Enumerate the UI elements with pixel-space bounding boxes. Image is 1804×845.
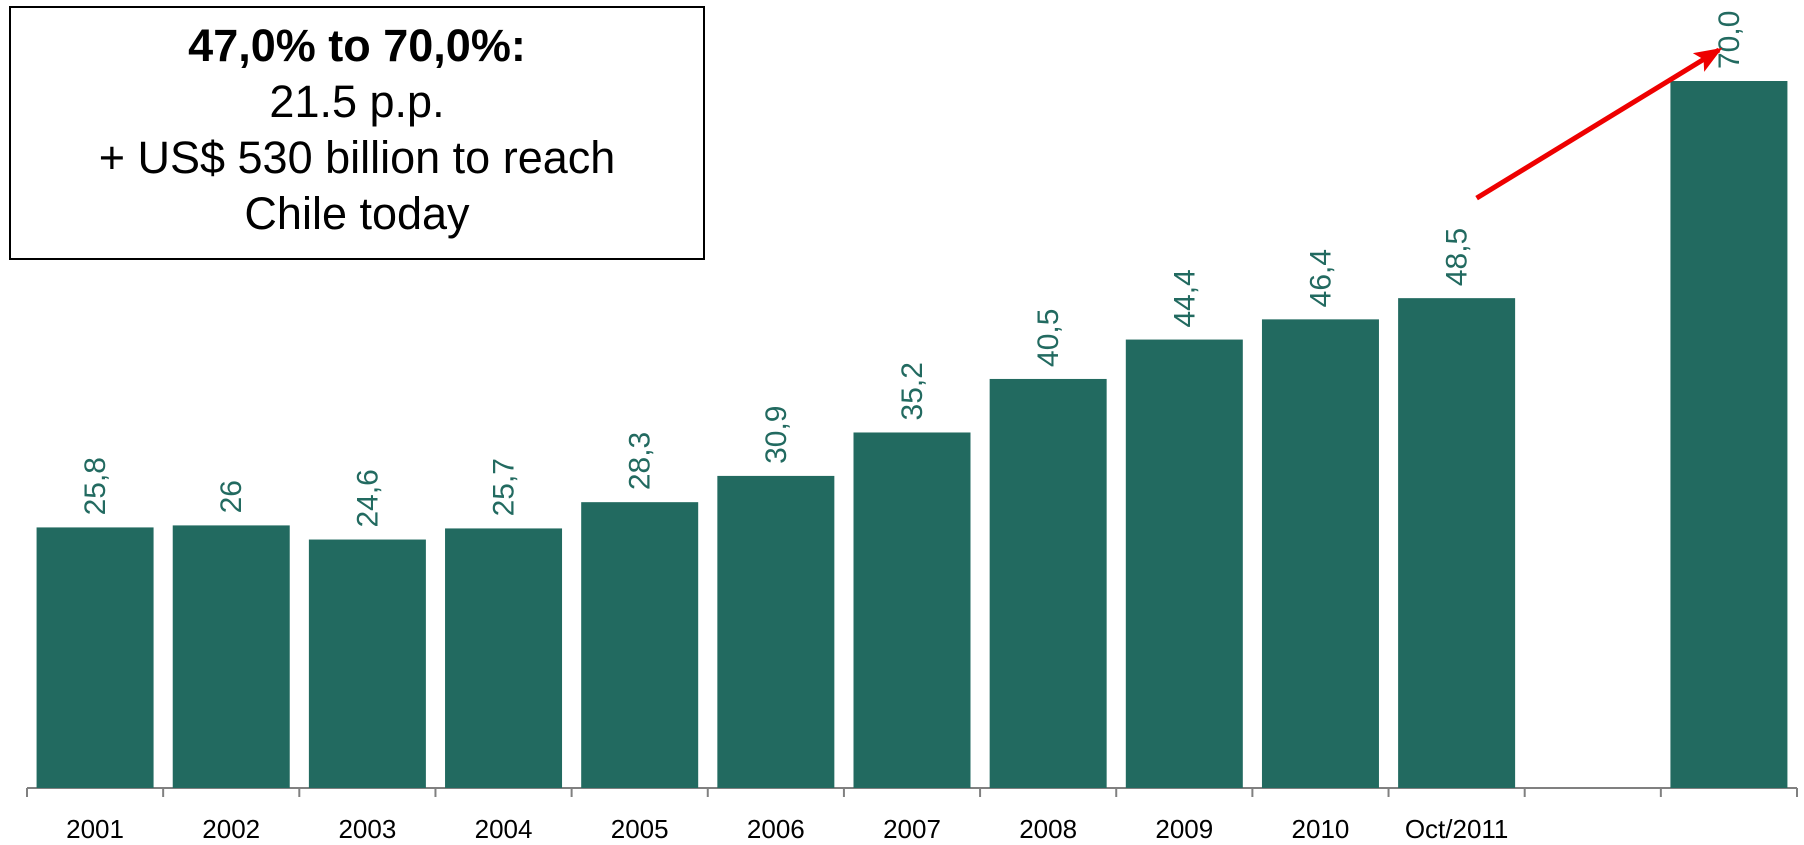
x-tick-label: 2001 — [66, 814, 124, 844]
bar — [1125, 339, 1243, 788]
callout-headline: 47,0% to 70,0%: — [188, 20, 526, 71]
callout-line-4: Chile today — [244, 188, 470, 239]
bar — [1398, 298, 1516, 788]
data-label: 26 — [215, 480, 248, 513]
x-tick-label: 2003 — [338, 814, 396, 844]
x-tick-label: 2009 — [1155, 814, 1213, 844]
bar — [308, 539, 426, 788]
data-label: 46,4 — [1304, 249, 1337, 307]
x-tick-label: 2010 — [1292, 814, 1350, 844]
x-tick-label: 2005 — [611, 814, 669, 844]
callout-box: 47,0% to 70,0%: 21.5 p.p. + US$ 530 bill… — [9, 6, 705, 260]
callout-line-3: + US$ 530 billion to reach — [98, 132, 616, 183]
bar — [1261, 319, 1379, 788]
data-label: 30,9 — [760, 406, 793, 464]
data-label: 44,4 — [1168, 269, 1201, 327]
x-tick-label: Oct/2011 — [1405, 814, 1509, 844]
bar — [717, 475, 835, 788]
x-tick-label: 2006 — [747, 814, 805, 844]
data-label: 48,5 — [1441, 228, 1474, 286]
x-tick-label: 2002 — [202, 814, 260, 844]
data-label: 70,0 — [1713, 11, 1746, 69]
data-label: 35,2 — [896, 362, 929, 420]
x-tick-label: 2008 — [1019, 814, 1077, 844]
bar — [1670, 81, 1788, 788]
bar — [445, 528, 563, 788]
data-label: 28,3 — [624, 432, 657, 490]
data-label: 25,7 — [488, 458, 521, 516]
data-label: 24,6 — [351, 469, 384, 527]
annotation-arrow — [1475, 47, 1723, 201]
bar — [581, 502, 699, 788]
bar — [989, 378, 1107, 788]
callout-line-2: 21.5 p.p. — [269, 76, 445, 127]
data-label: 25,8 — [79, 457, 112, 515]
data-label: 40,5 — [1032, 309, 1065, 367]
x-tick-label: 2004 — [475, 814, 533, 844]
x-tick-label: 2007 — [883, 814, 941, 844]
bar — [853, 432, 971, 788]
bar — [36, 527, 154, 788]
bar — [172, 525, 290, 788]
